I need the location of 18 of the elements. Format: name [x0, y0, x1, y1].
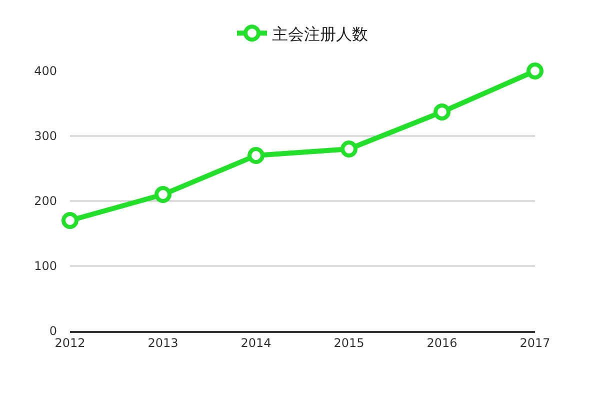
point [434, 103, 450, 120]
point [62, 212, 78, 229]
y-tick-label: 400 [34, 64, 57, 78]
legend-label: 主会注册人数 [272, 24, 368, 44]
x-tick-label: 2014 [240, 336, 272, 350]
x-tick-label: 2012 [54, 336, 86, 350]
x-tick-label: 2013 [148, 336, 178, 350]
x-tick-label: 2017 [520, 336, 550, 350]
y-tick-label: 300 [34, 129, 57, 144]
point [340, 140, 358, 158]
y-tick-label: 200 [34, 194, 57, 208]
x-tick-label: 2016 [426, 336, 458, 350]
point [154, 186, 172, 203]
y-tick-label: 100 [34, 259, 57, 274]
y-tick-label: 0 [49, 324, 57, 338]
point [526, 62, 544, 80]
x-tick-label: 2015 [334, 336, 364, 350]
point [248, 147, 264, 164]
